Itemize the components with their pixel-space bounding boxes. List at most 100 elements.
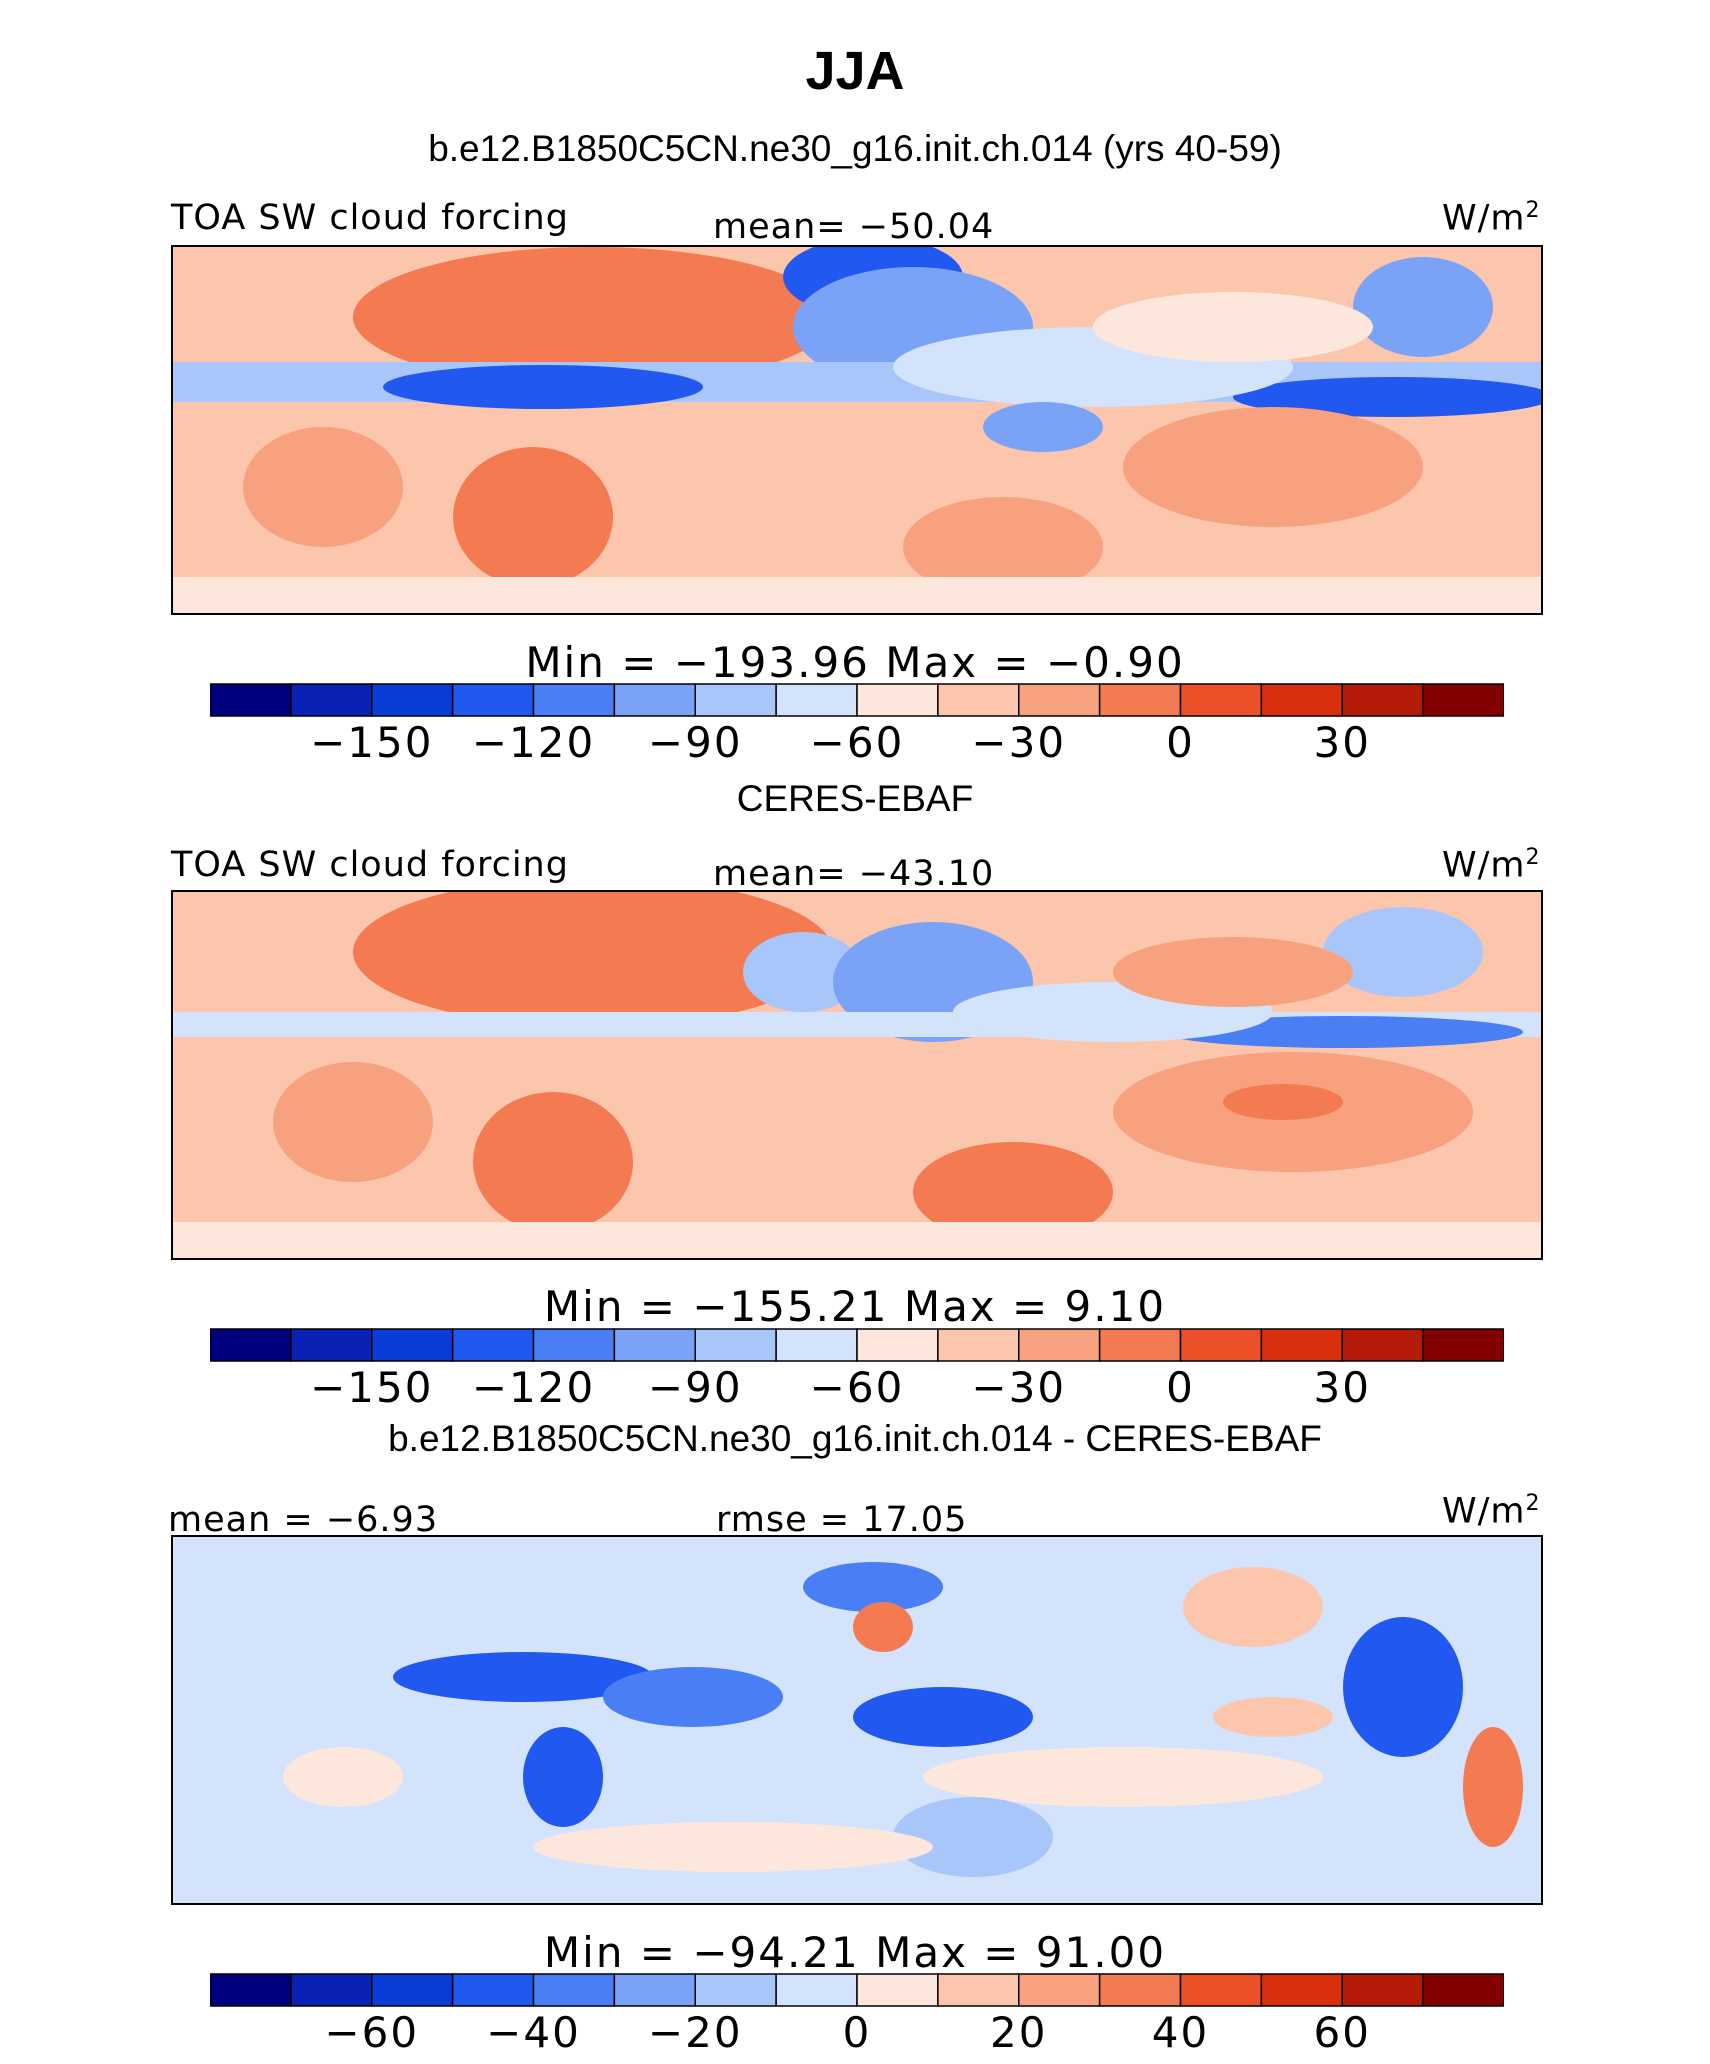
- panel-diff-units: W/m2: [1442, 1491, 1541, 1532]
- colorbar-swatch: [1098, 1328, 1182, 1362]
- map-model-field: [173, 247, 1541, 613]
- colorbar-tick-label: −30: [971, 718, 1067, 767]
- colorbar-swatch: [1260, 1328, 1344, 1362]
- colorbar-swatch: [613, 683, 697, 717]
- colorbar-swatch: [451, 683, 535, 717]
- colorbar-tick-label: 0: [1166, 718, 1195, 767]
- units-sup: 2: [1525, 198, 1541, 223]
- colorbar-swatch: [1422, 683, 1504, 717]
- colorbar-tick-label: −120: [471, 718, 596, 767]
- colorbar-model-ticks: −150 −120 −90 −60 −30 0 30: [0, 718, 1710, 768]
- colorbar-swatch: [1018, 1973, 1101, 2007]
- map-model: [171, 245, 1543, 615]
- colorbar-swatch: [613, 1328, 697, 1362]
- colorbar-tick-label: −150: [310, 718, 434, 767]
- colorbar-swatch: [1422, 1973, 1504, 2007]
- colorbar-swatch: [1018, 1328, 1101, 1362]
- colorbar-swatch: [1018, 683, 1101, 717]
- colorbar-tick-label: −60: [324, 2008, 420, 2057]
- colorbar-swatch: [451, 1328, 535, 1362]
- panel-model-variable-label: TOA SW cloud forcing: [171, 198, 569, 238]
- units-sup: 2: [1525, 845, 1541, 870]
- colorbar-tick-label: −30: [971, 1363, 1067, 1412]
- colorbar-swatch: [856, 1328, 939, 1362]
- colorbar-tick-label: −60: [809, 1363, 905, 1412]
- colorbar-obs-swatches: [210, 1328, 1504, 1362]
- map-obs: [171, 890, 1543, 1260]
- colorbar-swatch: [1341, 1973, 1424, 2007]
- panel-model-mean-label: mean= −50.04: [713, 207, 995, 247]
- colorbar-swatch: [532, 1328, 616, 1362]
- colorbar-swatch: [532, 1973, 616, 2007]
- figure-title: JJA: [805, 41, 905, 101]
- colorbar-swatch: [371, 683, 454, 717]
- colorbar-tick-label: −120: [471, 1363, 596, 1412]
- panel-model-min-max: Min = −193.96 Max = −0.90: [525, 638, 1185, 687]
- colorbar-swatch: [290, 1328, 373, 1362]
- colorbar-swatch: [1098, 683, 1182, 717]
- units-base: W/m: [1442, 198, 1526, 239]
- colorbar-tick-label: −150: [310, 1363, 434, 1412]
- colorbar-tick-label: 30: [1313, 1363, 1371, 1412]
- colorbar-swatch: [1179, 683, 1263, 717]
- colorbar-tick-label: 0: [1166, 1363, 1195, 1412]
- colorbar-obs: [210, 1328, 1504, 1362]
- colorbar-tick-label: 0: [842, 2008, 872, 2057]
- panel-obs-min-max: Min = −155.21 Max = 9.10: [543, 1282, 1167, 1331]
- colorbar-swatch: [451, 1973, 535, 2007]
- colorbar-swatch: [775, 1328, 858, 1362]
- colorbar-model: [210, 683, 1504, 717]
- colorbar-swatch: [1179, 1973, 1263, 2007]
- colorbar-swatch: [694, 1973, 777, 2007]
- colorbar-tick-label: 40: [1151, 2008, 1210, 2057]
- colorbar-diff: [210, 1973, 1504, 2007]
- panel-obs-units: W/m2: [1442, 845, 1541, 886]
- panel-obs-mean-label: mean= −43.10: [713, 854, 995, 894]
- colorbar-swatch: [775, 683, 858, 717]
- panel-obs-subtitle: CERES-EBAF: [736, 778, 974, 819]
- colorbar-tick-label: −20: [647, 2008, 743, 2057]
- colorbar-tick-label: −90: [647, 718, 743, 767]
- panel-diff-subtitle: b.e12.B1850C5CN.ne30_g16.init.ch.014 - C…: [388, 1418, 1322, 1459]
- colorbar-tick-label: 30: [1313, 718, 1371, 767]
- colorbar-swatch: [371, 1328, 454, 1362]
- units-base: W/m: [1442, 845, 1526, 886]
- colorbar-swatch: [371, 1973, 454, 2007]
- colorbar-swatch: [1098, 1973, 1182, 2007]
- colorbar-swatch: [1260, 1973, 1344, 2007]
- colorbar-swatch: [210, 683, 292, 717]
- colorbar-swatch: [1260, 683, 1344, 717]
- colorbar-tick-label: −90: [647, 1363, 743, 1412]
- colorbar-swatch: [775, 1973, 858, 2007]
- colorbar-tick-label: 60: [1313, 2008, 1371, 2057]
- colorbar-tick-label: −40: [486, 2008, 581, 2057]
- panel-diff-mean-label: mean = −6.93: [168, 1500, 439, 1540]
- panel-obs-variable-label: TOA SW cloud forcing: [171, 845, 569, 885]
- panel-model-subtitle: b.e12.B1850C5CN.ne30_g16.init.ch.014 (yr…: [428, 128, 1282, 169]
- units-sup: 2: [1525, 1491, 1541, 1516]
- colorbar-swatch: [694, 683, 777, 717]
- panel-diff-rmse-label: rmse = 17.05: [716, 1500, 968, 1540]
- colorbar-diff-ticks: −60 −40 −20 0 20 40 60: [0, 2008, 1710, 2058]
- colorbar-obs-ticks: −150 −120 −90 −60 −30 0 30: [0, 1363, 1710, 1413]
- colorbar-swatch: [694, 1328, 777, 1362]
- colorbar-swatch: [210, 1328, 292, 1362]
- colorbar-swatch: [1179, 1328, 1263, 1362]
- units-base: W/m: [1442, 1491, 1526, 1532]
- colorbar-swatch: [937, 1973, 1020, 2007]
- colorbar-swatch: [937, 1328, 1020, 1362]
- colorbar-model-swatches: [210, 683, 1504, 717]
- colorbar-diff-swatches: [210, 1973, 1504, 2007]
- colorbar-swatch: [937, 683, 1020, 717]
- colorbar-swatch: [532, 683, 616, 717]
- colorbar-swatch: [210, 1973, 292, 2007]
- colorbar-swatch: [1422, 1328, 1504, 1362]
- colorbar-swatch: [856, 1973, 939, 2007]
- colorbar-swatch: [1341, 683, 1424, 717]
- panel-model-units: W/m2: [1442, 198, 1541, 239]
- colorbar-tick-label: −60: [809, 718, 905, 767]
- colorbar-swatch: [290, 683, 373, 717]
- colorbar-swatch: [1341, 1328, 1424, 1362]
- map-obs-field: [173, 892, 1541, 1258]
- colorbar-swatch: [290, 1973, 373, 2007]
